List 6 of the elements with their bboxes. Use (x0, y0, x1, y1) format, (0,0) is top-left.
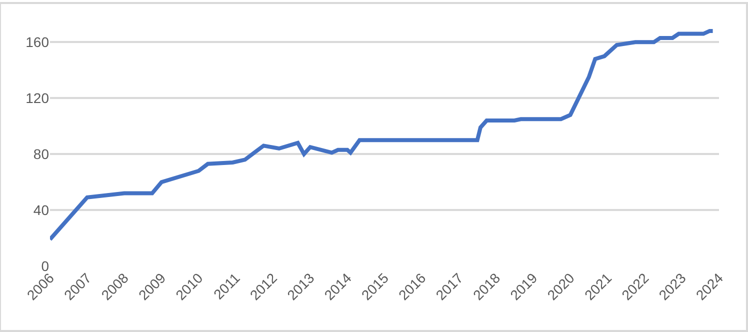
y-tick-label: 120 (26, 90, 50, 106)
y-tick-label: 0 (41, 258, 50, 274)
y-tick-label: 80 (33, 146, 50, 162)
y-tick-label: 40 (33, 202, 50, 218)
line-series (50, 28, 715, 242)
y-tick-label: 160 (26, 34, 50, 50)
